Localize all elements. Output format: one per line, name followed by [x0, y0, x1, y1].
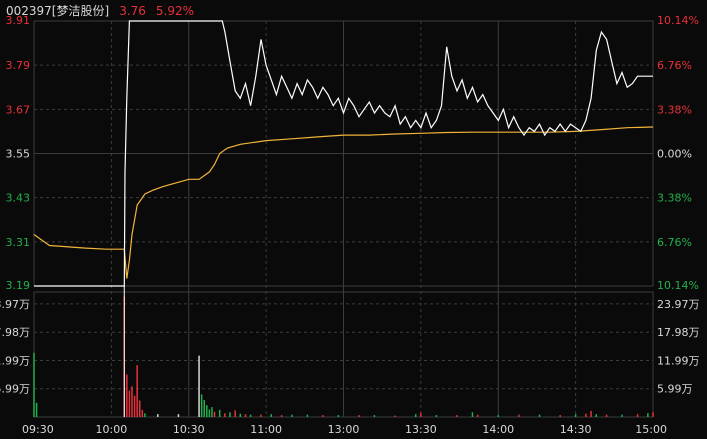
- price-axis-label-left: 3.19: [6, 279, 31, 292]
- time-axis-label: 15:00: [635, 423, 667, 436]
- stock-change-pct: 5.92%: [155, 4, 195, 18]
- price-axis-label-right: 10.14%: [657, 14, 699, 27]
- time-axis-label: 14:00: [482, 423, 514, 436]
- time-axis-label: 09:30: [22, 423, 54, 436]
- volume-axis-label-left: 5.99万: [0, 383, 30, 396]
- price-axis-label-left: 3.79: [6, 59, 31, 72]
- volume-axis-label-right: 17.98万: [657, 326, 700, 339]
- volume-axis-label-left: 23.97万: [0, 298, 30, 311]
- time-axis-label: 11:00: [250, 423, 282, 436]
- stock-code-name: 002397[梦洁股份]: [6, 4, 110, 18]
- price-axis-label-left: 3.43: [6, 192, 31, 205]
- price-axis-label-left: 3.67: [6, 103, 31, 116]
- price-line: [34, 20, 653, 287]
- price-axis-label-right: 3.38%: [657, 103, 692, 116]
- time-axis-label: 13:30: [405, 423, 437, 436]
- volume-axis-label-left: 11.99万: [0, 354, 30, 367]
- price-axis-label-right: 10.14%: [657, 279, 699, 292]
- volume-axis-label-right: 23.97万: [657, 298, 700, 311]
- volume-axis-label-right: 5.99万: [657, 383, 693, 396]
- volume-axis-label-left: 17.98万: [0, 326, 30, 339]
- price-axis-label-left: 3.91: [6, 14, 31, 27]
- price-axis-label-left: 3.55: [6, 148, 31, 161]
- price-axis-label-right: 0.00%: [657, 148, 692, 161]
- stock-price: 3.76: [119, 4, 146, 18]
- time-axis-label: 13:00: [328, 423, 360, 436]
- price-axis-label-right: 6.76%: [657, 59, 692, 72]
- price-axis-label-right: 6.76%: [657, 236, 692, 249]
- chart-header: 002397[梦洁股份] 3.76 5.92%: [6, 2, 204, 19]
- price-axis-label-right: 3.38%: [657, 192, 692, 205]
- time-axis-label: 10:30: [173, 423, 205, 436]
- time-axis-label: 14:30: [560, 423, 592, 436]
- volume-axis-label-right: 11.99万: [657, 354, 700, 367]
- price-axis-label-left: 3.31: [6, 236, 31, 249]
- average-price-line: [33, 126, 654, 279]
- time-axis-label: 10:00: [96, 423, 128, 436]
